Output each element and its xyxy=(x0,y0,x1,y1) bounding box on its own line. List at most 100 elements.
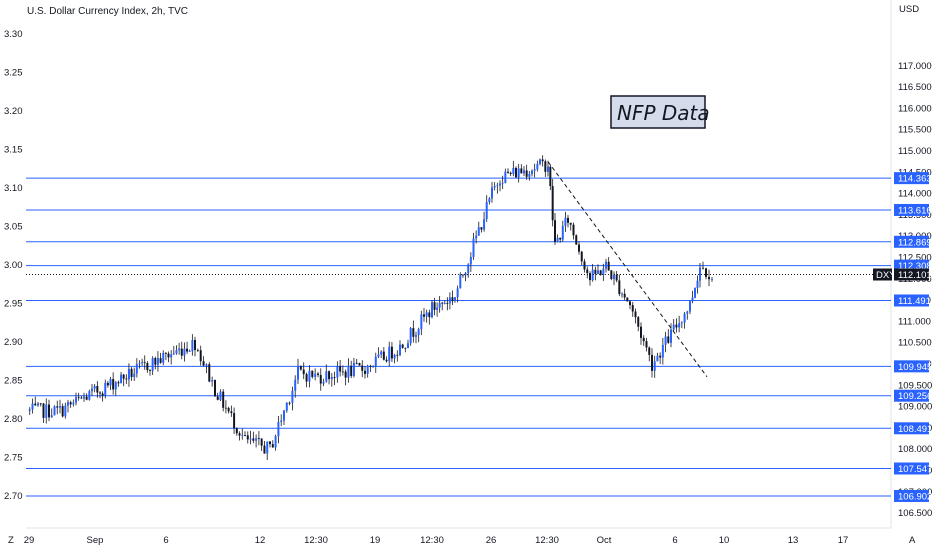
x-tick-label: Oct xyxy=(597,535,612,546)
candle-body xyxy=(642,337,645,342)
candle-body xyxy=(651,354,653,371)
candle-body xyxy=(319,375,322,384)
left-tick-label: 3.30 xyxy=(4,29,23,40)
candle-body xyxy=(425,312,428,317)
annotation-box[interactable]: NFP Data xyxy=(610,95,710,129)
candle-body xyxy=(420,314,423,330)
right-tick-label: 109.500 xyxy=(898,380,932,391)
candle-body xyxy=(536,164,539,170)
candle-body xyxy=(297,366,299,380)
candle-body xyxy=(53,406,56,416)
candle-body xyxy=(556,237,559,243)
annotation-box-bg xyxy=(610,95,706,129)
candle-body xyxy=(451,297,454,301)
candle-body xyxy=(235,428,238,434)
candle-body xyxy=(56,406,59,408)
candle-body xyxy=(504,171,507,183)
auto-scale-toggle-icon[interactable]: A xyxy=(909,535,916,546)
candle-body xyxy=(517,168,520,178)
candle-body xyxy=(180,348,183,356)
candle-body xyxy=(154,358,157,365)
candle-body xyxy=(88,391,91,400)
candle-body xyxy=(461,274,464,276)
candle-body xyxy=(672,324,675,330)
candle-body xyxy=(202,361,205,366)
candle-body xyxy=(222,391,225,408)
candle-body xyxy=(702,267,704,269)
candle-body xyxy=(711,278,713,280)
candle-body xyxy=(396,354,399,356)
candle-body xyxy=(285,402,288,411)
candle-body xyxy=(138,363,141,365)
candle-body xyxy=(637,317,640,327)
candle-body xyxy=(361,365,364,371)
candle-body xyxy=(640,326,642,338)
annotation-text: NFP Data xyxy=(617,101,710,125)
candle-body xyxy=(291,390,294,403)
right-tick-label: 117.000 xyxy=(898,61,932,72)
candle-body xyxy=(567,217,569,223)
candle-body xyxy=(266,441,269,454)
left-tick-label: 2.80 xyxy=(4,414,23,425)
candle-body xyxy=(91,388,93,392)
candle-body xyxy=(355,362,358,364)
candle-body xyxy=(149,370,151,371)
candle-body xyxy=(467,264,470,274)
candle-body xyxy=(175,350,178,354)
level-tag-bg xyxy=(894,360,929,373)
candle-body xyxy=(314,373,317,377)
candle-body xyxy=(621,293,623,295)
candle-body xyxy=(80,397,83,399)
candle-body xyxy=(531,170,533,174)
candle-body xyxy=(399,344,401,356)
candle-body xyxy=(305,374,308,382)
candle-body xyxy=(661,344,664,358)
candle-body xyxy=(409,328,412,344)
candle-body xyxy=(164,352,167,354)
candle-body xyxy=(575,235,578,245)
last-price-symbol: DXY xyxy=(876,270,896,281)
candle-body xyxy=(170,354,173,358)
candle-body xyxy=(260,438,263,446)
candle-body xyxy=(183,348,186,356)
candle-body xyxy=(480,227,483,230)
candle-body xyxy=(263,445,266,454)
left-tick-label: 3.15 xyxy=(4,145,23,156)
left-tick-label: 3.00 xyxy=(4,260,23,271)
candle-body xyxy=(656,355,659,362)
x-tick-label: 6 xyxy=(672,535,677,546)
candle-body xyxy=(120,374,123,384)
candle-body xyxy=(101,393,104,396)
candle-body xyxy=(523,170,525,174)
candle-body xyxy=(241,435,244,436)
candle-body xyxy=(224,407,227,409)
candle-body xyxy=(507,171,509,173)
candle-body xyxy=(664,336,667,345)
left-tick-label: 2.70 xyxy=(4,491,23,502)
candle-body xyxy=(678,323,681,328)
candle-body xyxy=(436,307,439,310)
candle-body xyxy=(377,354,380,357)
level-tag-bg xyxy=(894,172,929,185)
last-price-value: 112.101 xyxy=(898,270,932,281)
candle-body xyxy=(686,311,689,314)
candle-body xyxy=(708,276,710,280)
candle-body xyxy=(602,268,605,275)
candle-body xyxy=(364,370,366,374)
candle-body xyxy=(127,368,130,380)
candle-body xyxy=(61,406,64,417)
level-tag-bg xyxy=(894,489,929,502)
candle-body xyxy=(333,377,336,378)
candle-body xyxy=(653,361,656,371)
candle-body xyxy=(561,225,564,240)
candle-body xyxy=(670,329,672,343)
candle-body xyxy=(230,411,233,414)
level-tag-bg xyxy=(894,294,929,307)
candle-body xyxy=(549,166,552,187)
timezone-toggle-icon[interactable]: Z xyxy=(8,535,14,546)
candle-body xyxy=(83,396,85,399)
left-tick-label: 2.75 xyxy=(4,453,23,464)
candle-body xyxy=(271,444,274,448)
candle-body xyxy=(350,365,353,377)
